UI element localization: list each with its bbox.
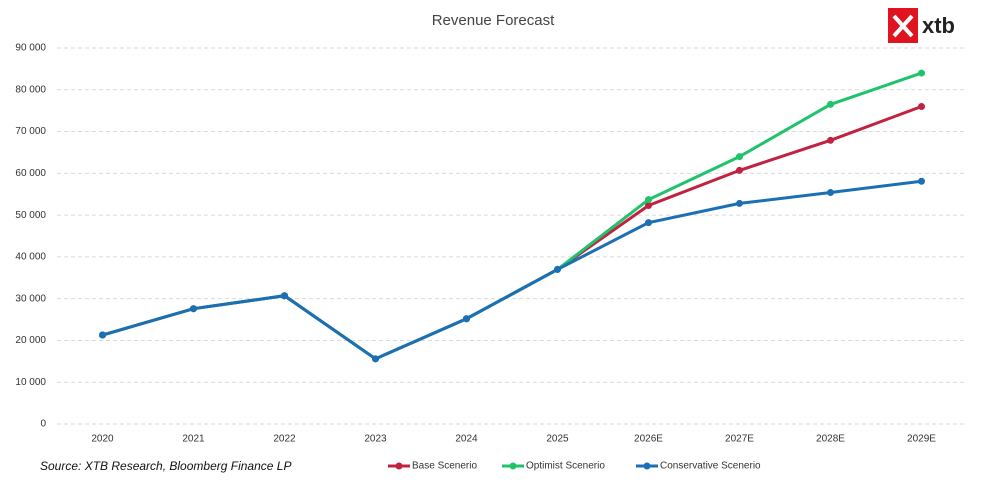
- y-tick-label: 90 000: [15, 43, 46, 54]
- x-tick-label: 2029E: [907, 434, 936, 445]
- data-point: [918, 69, 925, 77]
- chart-title: Revenue Forecast: [432, 12, 555, 29]
- x-tick-label: 2027E: [725, 434, 754, 445]
- x-tick-label: 2022: [273, 434, 296, 445]
- y-tick-label: 20 000: [15, 335, 46, 346]
- series-line: [102, 71, 922, 361]
- y-tick-label: 0: [40, 419, 46, 430]
- legend-marker: [395, 462, 403, 470]
- y-tick-label: 70 000: [15, 126, 46, 137]
- x-tick-label: 2026E: [634, 434, 663, 445]
- y-tick-label: 40 000: [15, 252, 46, 263]
- x-tick-label: 2020: [91, 434, 114, 445]
- data-point: [190, 305, 197, 313]
- data-point: [372, 355, 379, 363]
- x-tick-label: 2025: [546, 434, 569, 445]
- data-point: [827, 136, 834, 144]
- y-tick-label: 50 000: [15, 210, 46, 221]
- legend-label: Conservative Scenerio: [660, 461, 761, 472]
- legend-marker: [509, 462, 517, 470]
- x-tick-label: 2023: [364, 434, 387, 445]
- y-tick-label: 60 000: [15, 168, 46, 179]
- y-tick-label: 80 000: [15, 84, 46, 95]
- series-line: [102, 179, 922, 361]
- data-point: [827, 189, 834, 197]
- data-point: [281, 292, 288, 300]
- data-point: [918, 102, 925, 110]
- data-point: [645, 202, 652, 210]
- data-point: [736, 153, 743, 161]
- logo-mark: [892, 14, 914, 38]
- legend-marker: [643, 462, 651, 470]
- data-point: [918, 177, 925, 185]
- data-point: [99, 331, 106, 339]
- y-tick-label: 30 000: [15, 293, 46, 304]
- legend-label: Optimist Scenerio: [526, 461, 605, 472]
- data-point: [554, 265, 561, 273]
- series-line: [102, 105, 923, 361]
- legend-label: Base Scenerio: [412, 461, 477, 472]
- logo-text: xtb: [922, 13, 955, 38]
- x-tick-label: 2024: [455, 434, 478, 445]
- logo: xtb: [888, 8, 955, 43]
- source-note: Source: XTB Research, Bloomberg Finance …: [40, 459, 291, 473]
- data-point: [736, 199, 743, 207]
- data-point: [645, 196, 652, 204]
- data-point: [463, 315, 470, 323]
- data-point: [736, 166, 743, 174]
- data-point: [827, 100, 834, 108]
- data-point: [645, 219, 652, 227]
- x-tick-label: 2021: [182, 434, 205, 445]
- y-tick-label: 10 000: [15, 377, 46, 388]
- x-tick-label: 2028E: [816, 434, 845, 445]
